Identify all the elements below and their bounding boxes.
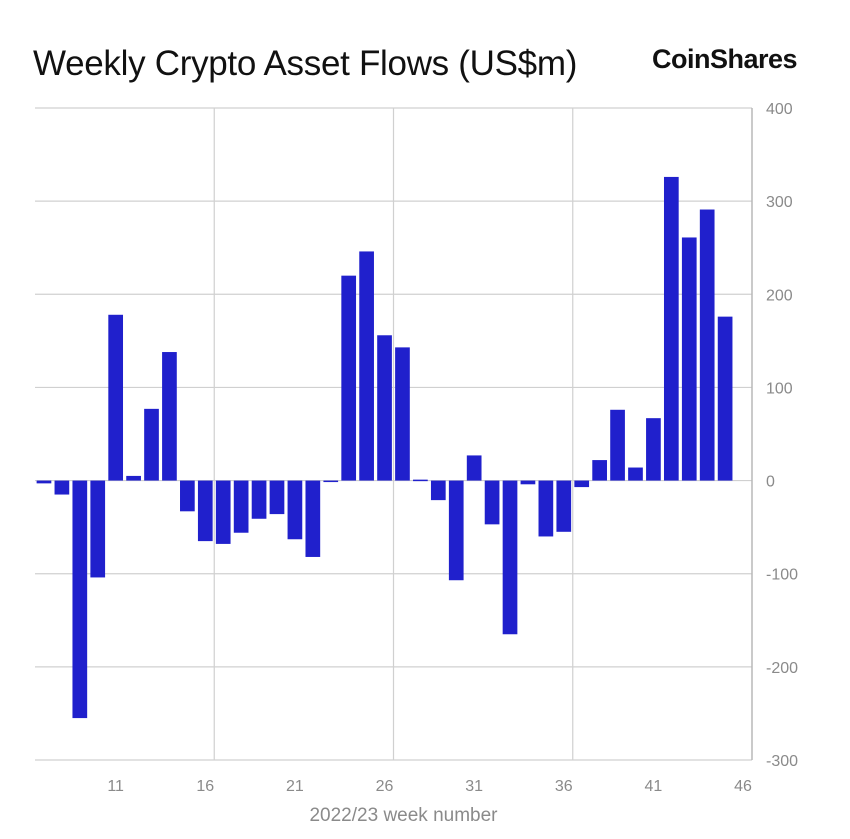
- bar-week-25: [359, 251, 374, 481]
- bar-week-39: [610, 409, 625, 481]
- bar-week-27: [395, 347, 410, 481]
- x-tick-label: 36: [555, 778, 573, 795]
- x-tick-label: 16: [196, 778, 214, 795]
- bar-week-33: [502, 480, 518, 635]
- y-tick-label: -100: [766, 567, 798, 584]
- bar-week-10: [90, 480, 106, 578]
- bar-week-7: [36, 480, 52, 484]
- bar-week-35: [538, 480, 554, 537]
- bar-week-43: [681, 237, 697, 481]
- bar-week-22: [305, 480, 321, 557]
- y-tick-label: 300: [766, 194, 793, 211]
- bar-week-20: [269, 480, 285, 515]
- bar-layer: [36, 176, 733, 719]
- bar-week-14: [162, 352, 177, 481]
- y-tick-label: 400: [766, 101, 793, 118]
- bar-week-29: [430, 480, 446, 501]
- bar-week-26: [377, 335, 392, 481]
- x-tick-label: 41: [645, 778, 663, 795]
- y-tick-label: 100: [766, 380, 793, 397]
- x-tick-label: 11: [107, 778, 124, 795]
- bar-week-34: [520, 480, 536, 485]
- bar-week-9: [72, 480, 88, 719]
- x-axis-label: 2022/23 week number: [309, 805, 498, 826]
- x-tick-label: 31: [465, 778, 483, 795]
- bar-week-13: [144, 408, 159, 481]
- bar-week-42: [663, 176, 679, 481]
- y-tick-label: -300: [766, 753, 798, 770]
- bar-week-16: [197, 480, 213, 542]
- bar-week-24: [341, 275, 357, 481]
- bar-week-37: [574, 480, 590, 488]
- x-tick-label: 46: [734, 778, 752, 795]
- bar-week-21: [287, 480, 303, 540]
- bar-week-11: [108, 314, 124, 481]
- y-tick-label: -200: [766, 660, 798, 677]
- bar-week-15: [180, 480, 195, 512]
- x-tick-label: 26: [376, 778, 394, 795]
- bar-week-36: [556, 480, 572, 532]
- bar-week-18: [233, 480, 249, 533]
- bar-week-40: [628, 467, 643, 481]
- y-tick-label: 0: [766, 474, 775, 491]
- bar-week-28: [413, 479, 428, 482]
- bar-week-32: [484, 480, 500, 525]
- axis-layer: 400 300 200 100 0 -100 -200 -300 11 16 21 26 31 36 41 4…: [107, 101, 798, 795]
- bar-week-41: [646, 418, 661, 481]
- y-tick-label: 200: [766, 287, 793, 304]
- bar-week-45: [717, 316, 733, 481]
- bar-week-38: [592, 460, 607, 481]
- grid-layer: [35, 107, 752, 761]
- bar-week-31: [466, 455, 482, 481]
- coinshares-logo: CoinShares: [652, 44, 798, 74]
- bar-week-8: [54, 480, 70, 495]
- x-tick-label: 21: [286, 778, 304, 795]
- bar-week-30: [448, 480, 464, 581]
- bar-week-44: [699, 209, 715, 481]
- chart-title: Weekly Crypto Asset Flows (US$m): [33, 44, 578, 83]
- bar-week-17: [215, 480, 231, 544]
- bar-week-19: [251, 480, 267, 519]
- bar-week-12: [126, 475, 141, 481]
- bar-week-23: [323, 480, 339, 483]
